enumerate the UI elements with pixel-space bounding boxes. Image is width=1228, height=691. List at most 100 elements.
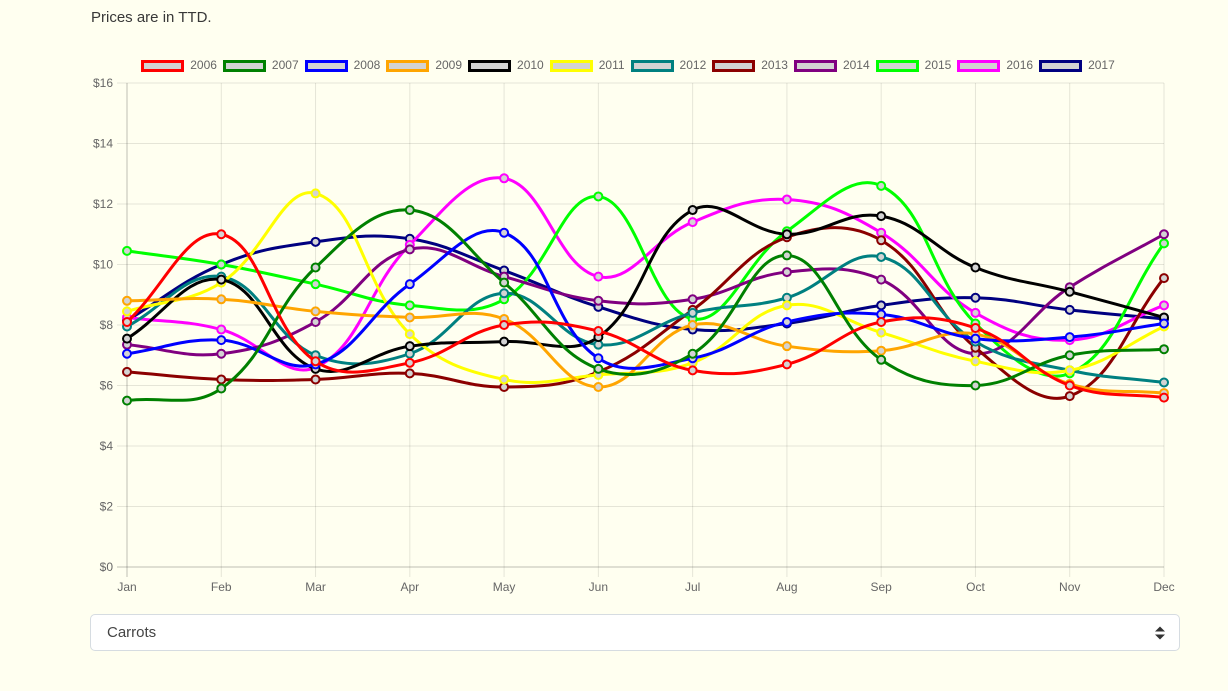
x-tick-label: May xyxy=(493,580,516,594)
series-point-2006 xyxy=(122,316,132,327)
legend-item-2006[interactable]: 2006 xyxy=(141,59,217,72)
series-point-2017 xyxy=(1064,304,1075,315)
y-tick-label: $0 xyxy=(100,560,114,574)
series-line-2015 xyxy=(126,181,1166,378)
legend-item-2011[interactable]: 2011 xyxy=(549,58,625,72)
x-tick-label: Jun xyxy=(589,580,608,594)
legend-label: 2014 xyxy=(842,58,870,72)
series-point-2007 xyxy=(687,348,698,359)
series-point-2014 xyxy=(876,274,887,285)
legend-item-2017[interactable]: 2017 xyxy=(1039,59,1115,72)
series-point-2011 xyxy=(404,329,415,340)
item-select-value: Carrots xyxy=(107,624,157,641)
series-point-2013 xyxy=(1159,273,1169,284)
x-tick-label: Jan xyxy=(117,580,136,594)
series-point-2007 xyxy=(876,354,887,365)
chart-canvas: $0 $2 $4 $6 $8 $10 $12 $14 $16 Jan Feb Mar Apr May Jun… xyxy=(93,76,1175,594)
legend-item-2010[interactable]: 2010 xyxy=(468,59,544,72)
legend-label: 2009 xyxy=(435,58,463,72)
series-point-2008 xyxy=(499,227,510,238)
series-point-2011 xyxy=(970,356,981,367)
series-point-2016 xyxy=(970,307,981,318)
series-point-2008 xyxy=(1159,318,1169,329)
series-point-2007 xyxy=(593,363,604,374)
x-tick-label: Jul xyxy=(685,580,700,594)
arrow-up-triangle xyxy=(1155,626,1165,631)
legend-item-2016[interactable]: 2016 xyxy=(957,59,1033,72)
series-point-2013 xyxy=(404,368,415,379)
legend-swatch-2012 xyxy=(630,59,674,72)
series-point-2010 xyxy=(687,205,698,216)
series-point-2016 xyxy=(1159,300,1169,311)
series-point-2014 xyxy=(404,244,415,255)
legend-label: 2010 xyxy=(517,58,544,72)
series-point-2017 xyxy=(310,236,321,247)
series-point-2012 xyxy=(1159,377,1169,388)
x-tick-label: Feb xyxy=(211,580,232,594)
price-line-chart: $0 $2 $4 $6 $8 $10 $12 $14 $16 Jan Feb Mar Apr May Jun… xyxy=(92,40,1180,602)
series-point-2007 xyxy=(970,380,981,391)
arrow-down-triangle xyxy=(1155,634,1165,639)
series-point-2006 xyxy=(593,326,604,337)
legend-label: 2006 xyxy=(190,58,217,72)
y-tick-label: $10 xyxy=(93,258,113,272)
series-line-2017 xyxy=(126,234,1165,333)
series-point-2008 xyxy=(122,348,132,359)
series-point-2010 xyxy=(781,229,792,240)
chart-legend: 2006 2007 2008 2009 2010 2011 2012 2013 2014 2015… xyxy=(92,59,1164,72)
series-point-2012 xyxy=(876,251,887,262)
legend-item-2013[interactable]: 2013 xyxy=(712,59,788,72)
x-tick-label: Dec xyxy=(1153,580,1174,594)
legend-item-2009[interactable]: 2009 xyxy=(386,59,462,72)
series-point-2011 xyxy=(1064,365,1075,376)
series-point-2006 xyxy=(216,229,227,240)
legend-swatch-2014 xyxy=(793,59,837,72)
series-point-2014 xyxy=(1159,229,1169,240)
series-point-2006 xyxy=(310,356,321,367)
y-tick-label: $4 xyxy=(100,439,114,453)
series-point-2013 xyxy=(122,366,132,377)
series-point-2006 xyxy=(781,359,792,370)
series-point-2012 xyxy=(499,288,510,299)
series-point-2010 xyxy=(122,333,132,344)
legend-label: 2007 xyxy=(271,58,299,72)
series-point-2013 xyxy=(1064,391,1075,402)
series-point-2014 xyxy=(593,295,604,306)
series-point-2008 xyxy=(781,316,792,327)
series-point-2007 xyxy=(499,277,510,288)
series-point-2016 xyxy=(593,271,604,282)
series-point-2010 xyxy=(499,336,510,347)
series-point-2007 xyxy=(122,395,132,406)
series-point-2009 xyxy=(122,295,132,306)
series-point-2006 xyxy=(687,365,698,376)
legend-label: 2012 xyxy=(679,58,707,72)
series-point-2006 xyxy=(970,323,981,334)
legend-label: 2011 xyxy=(598,58,625,72)
series-point-2008 xyxy=(404,279,415,290)
y-tick-label: $8 xyxy=(100,318,114,332)
legend-item-2014[interactable]: 2014 xyxy=(793,58,870,72)
legend-label: 2008 xyxy=(353,58,381,72)
series-point-2015 xyxy=(404,300,415,311)
series-point-2016 xyxy=(781,194,792,205)
series-point-2010 xyxy=(1064,286,1075,297)
series-point-2009 xyxy=(781,341,792,352)
item-select[interactable]: Carrots xyxy=(90,614,1180,651)
legend-item-2012[interactable]: 2012 xyxy=(630,58,707,72)
x-tick-label: Aug xyxy=(776,580,797,594)
x-tick-label: Sep xyxy=(871,580,893,594)
series-point-2006 xyxy=(404,357,415,368)
legend-item-2008[interactable]: 2008 xyxy=(304,58,381,72)
series-point-2006 xyxy=(1064,380,1075,391)
series-point-2009 xyxy=(310,306,321,317)
series-point-2016 xyxy=(499,173,510,184)
series-point-2010 xyxy=(970,262,981,273)
legend-swatch-2017 xyxy=(1039,59,1083,72)
series-point-2008 xyxy=(216,335,227,346)
series-point-2008 xyxy=(1064,332,1075,343)
x-tick-label: Apr xyxy=(400,580,419,594)
series-point-2014 xyxy=(781,267,792,278)
series-point-2009 xyxy=(593,382,604,393)
legend-item-2015[interactable]: 2015 xyxy=(875,59,951,72)
legend-item-2007[interactable]: 2007 xyxy=(222,58,299,72)
